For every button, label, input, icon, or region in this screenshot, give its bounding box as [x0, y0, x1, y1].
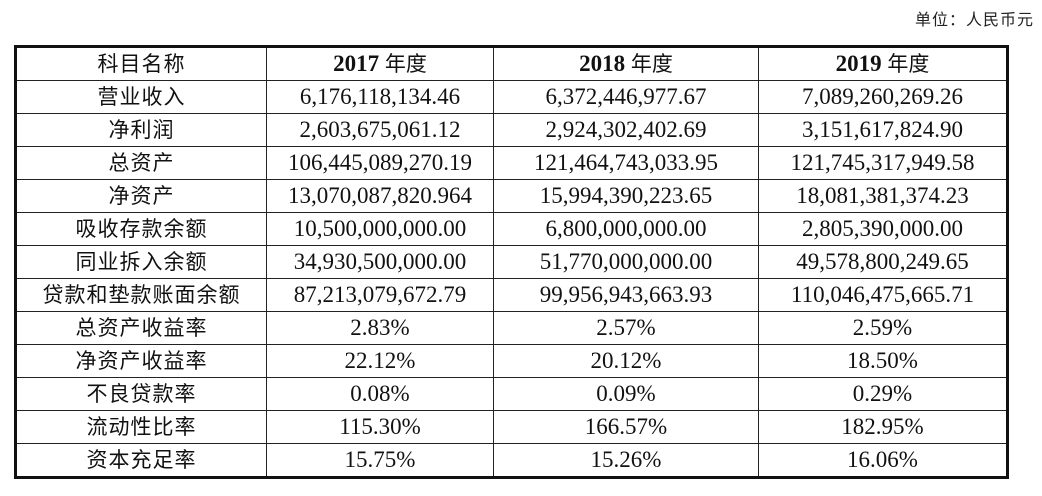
cell-2018: 6,800,000,000.00: [493, 212, 759, 246]
row-label: 资本充足率: [15, 443, 267, 478]
year-suffix: 年度: [887, 52, 930, 76]
column-header-item-name: 科目名称: [15, 46, 267, 81]
column-header-2017: 2017 年度: [266, 46, 494, 81]
cell-2019: 110,046,475,665.71: [758, 278, 1008, 312]
cell-2018: 2,924,302,402.69: [493, 113, 759, 147]
cell-2017: 22.12%: [266, 344, 494, 378]
table-row: 净资产收益率 22.12% 20.12% 18.50%: [15, 344, 1008, 378]
cell-2019: 16.06%: [758, 443, 1008, 478]
cell-2018: 2.57%: [493, 311, 759, 345]
cell-2017: 2,603,675,061.12: [266, 113, 494, 147]
row-label: 净资产: [15, 179, 267, 213]
cell-2017: 13,070,087,820.964: [266, 179, 494, 213]
table-row: 净利润 2,603,675,061.12 2,924,302,402.69 3,…: [15, 113, 1008, 147]
cell-2017: 2.83%: [266, 311, 494, 345]
cell-2018: 99,956,943,663.93: [493, 278, 759, 312]
row-label: 流动性比率: [15, 410, 267, 444]
table-row: 同业拆入余额 34,930,500,000.00 51,770,000,000.…: [15, 245, 1008, 279]
table-row: 总资产收益率 2.83% 2.57% 2.59%: [15, 311, 1008, 345]
table-row: 总资产 106,445,089,270.19 121,464,743,033.9…: [15, 146, 1008, 180]
table-row: 资本充足率 15.75% 15.26% 16.06%: [15, 443, 1008, 478]
cell-2019: 2,805,390,000.00: [758, 212, 1008, 246]
cell-2017: 34,930,500,000.00: [266, 245, 494, 279]
cell-2017: 87,213,079,672.79: [266, 278, 494, 312]
table-row: 营业收入 6,176,118,134.46 6,372,446,977.67 7…: [15, 80, 1008, 114]
cell-2018: 51,770,000,000.00: [493, 245, 759, 279]
cell-2017: 15.75%: [266, 443, 494, 478]
table-header-row: 科目名称 2017 年度 2018 年度 2019 年度: [15, 46, 1008, 81]
row-label: 总资产收益率: [15, 311, 267, 345]
year-number: 2018: [579, 51, 626, 76]
row-label: 净利润: [15, 113, 267, 147]
row-label: 不良贷款率: [15, 377, 267, 411]
unit-label: 单位：人民币元: [914, 10, 1034, 29]
row-label: 同业拆入余额: [15, 245, 267, 279]
row-label: 营业收入: [15, 80, 267, 114]
cell-2018: 121,464,743,033.95: [493, 146, 759, 180]
cell-2017: 106,445,089,270.19: [266, 146, 494, 180]
table-row: 净资产 13,070,087,820.964 15,994,390,223.65…: [15, 179, 1008, 213]
column-header-2018: 2018 年度: [493, 46, 759, 81]
cell-2019: 18.50%: [758, 344, 1008, 378]
cell-2018: 15,994,390,223.65: [493, 179, 759, 213]
cell-2018: 166.57%: [493, 410, 759, 444]
cell-2017: 0.08%: [266, 377, 494, 411]
financial-summary-table: 科目名称 2017 年度 2018 年度 2019 年度 营业收入 6,176,…: [14, 45, 1009, 479]
cell-2017: 6,176,118,134.46: [266, 80, 494, 114]
cell-2019: 121,745,317,949.58: [758, 146, 1008, 180]
cell-2019: 3,151,617,824.90: [758, 113, 1008, 147]
cell-2018: 15.26%: [493, 443, 759, 478]
cell-2018: 6,372,446,977.67: [493, 80, 759, 114]
row-label: 贷款和垫款账面余额: [15, 278, 267, 312]
cell-2019: 7,089,260,269.26: [758, 80, 1008, 114]
cell-2017: 10,500,000,000.00: [266, 212, 494, 246]
cell-2019: 2.59%: [758, 311, 1008, 345]
row-label: 总资产: [15, 146, 267, 180]
cell-2019: 0.29%: [758, 377, 1008, 411]
table-row: 贷款和垫款账面余额 87,213,079,672.79 99,956,943,6…: [15, 278, 1008, 312]
row-label: 吸收存款余额: [15, 212, 267, 246]
table-row: 流动性比率 115.30% 166.57% 182.95%: [15, 410, 1008, 444]
year-suffix: 年度: [384, 52, 427, 76]
column-header-2019: 2019 年度: [758, 46, 1008, 81]
cell-2019: 18,081,381,374.23: [758, 179, 1008, 213]
cell-2019: 182.95%: [758, 410, 1008, 444]
cell-2019: 49,578,800,249.65: [758, 245, 1008, 279]
cell-2018: 0.09%: [493, 377, 759, 411]
cell-2017: 115.30%: [266, 410, 494, 444]
table-row: 不良贷款率 0.08% 0.09% 0.29%: [15, 377, 1008, 411]
year-number: 2019: [835, 51, 882, 76]
table-row: 吸收存款余额 10,500,000,000.00 6,800,000,000.0…: [15, 212, 1008, 246]
row-label: 净资产收益率: [15, 344, 267, 378]
cell-2018: 20.12%: [493, 344, 759, 378]
year-suffix: 年度: [630, 52, 673, 76]
year-number: 2017: [333, 51, 380, 76]
